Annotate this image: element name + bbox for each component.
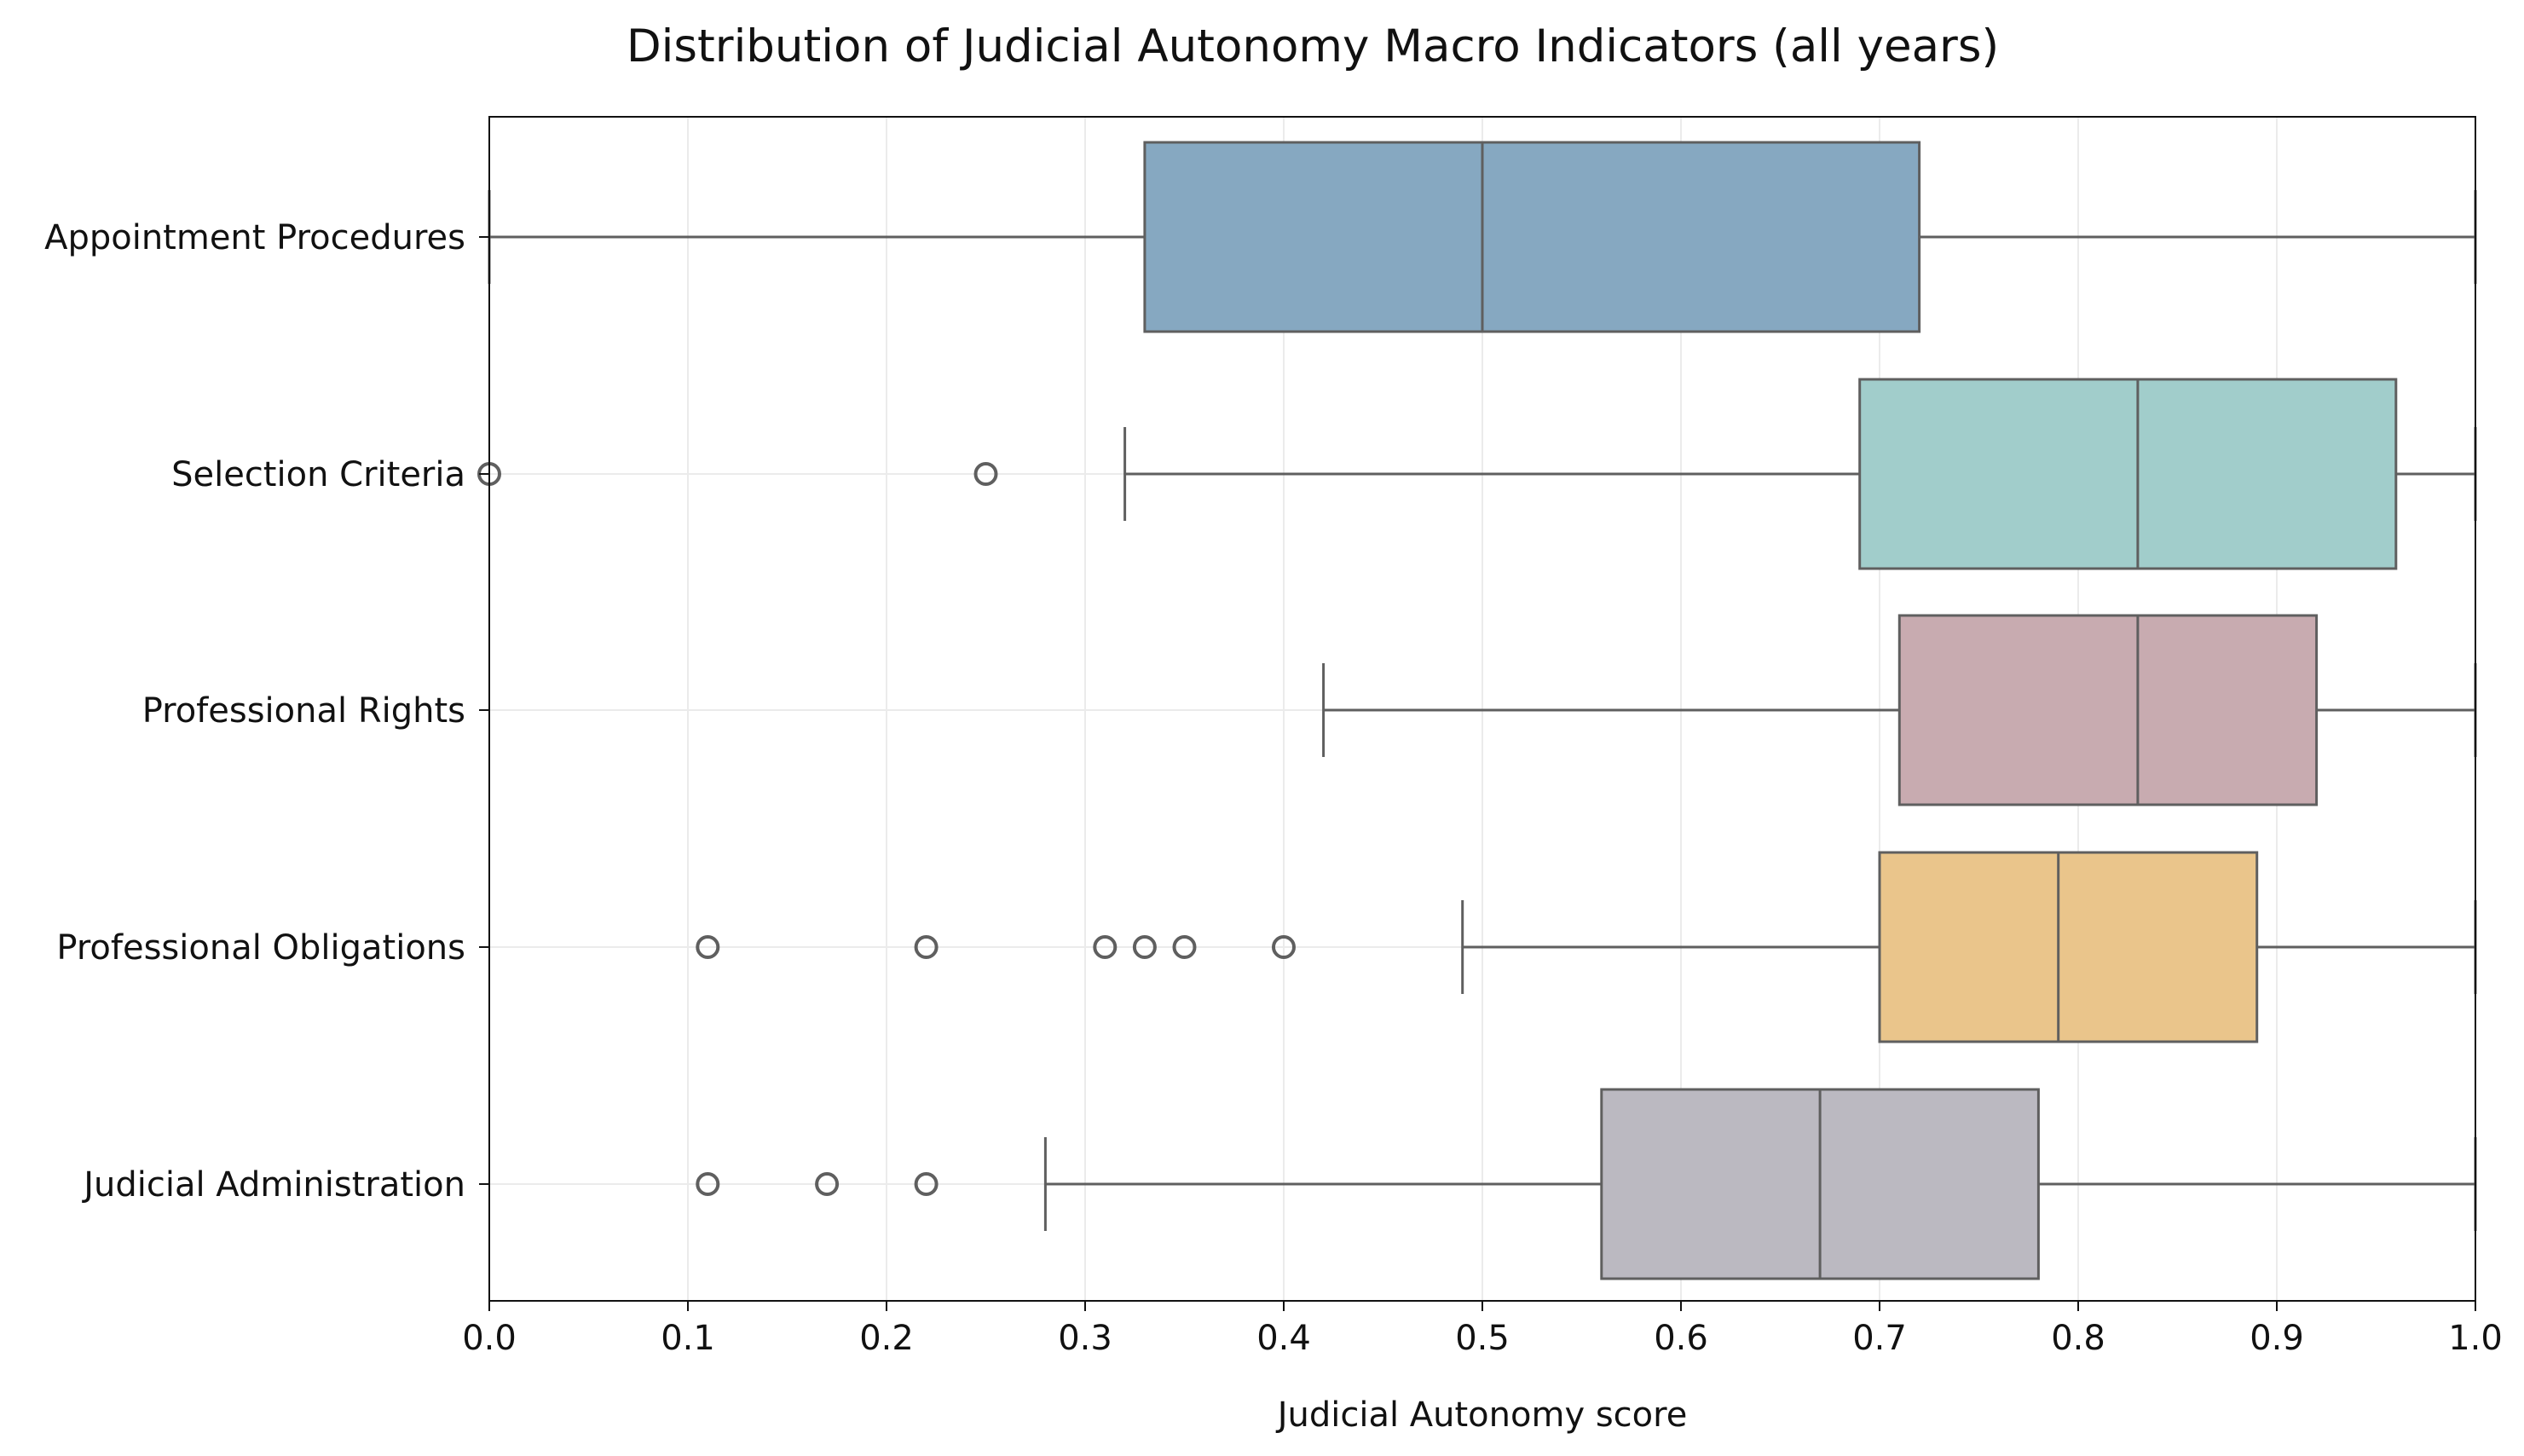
box — [1858, 378, 2398, 570]
box — [1143, 141, 1921, 333]
x-tick-label: 0.6 — [1654, 1319, 1708, 1358]
outlier-point — [1132, 935, 1157, 959]
x-tick-label: 0.1 — [661, 1319, 715, 1358]
x-axis-label: Judicial Autonomy score — [1275, 1395, 1688, 1435]
box-group — [696, 851, 2477, 1043]
boxes-layer — [477, 141, 2477, 1280]
category-label: Judicial Administration — [81, 1165, 465, 1205]
box-group — [488, 141, 2477, 333]
box-group — [1322, 614, 2477, 806]
x-tick-label: 0.8 — [2051, 1319, 2105, 1358]
outlier-point — [1172, 935, 1197, 959]
x-axis: 0.0 0.1 0.2 0.3 0.4 0.5 0.6 0.7 0.8 0.9 1.0 — [462, 1301, 2503, 1358]
outlier-point — [815, 1172, 840, 1196]
x-tick-label: 1.0 — [2448, 1319, 2503, 1358]
box — [1897, 614, 2319, 806]
category-label: Professional Obligations — [56, 928, 465, 968]
outlier-point — [1272, 935, 1296, 959]
outlier-point — [696, 1172, 720, 1196]
outlier-point — [914, 935, 939, 959]
x-tick-label: 0.4 — [1256, 1319, 1311, 1358]
x-tick-label: 0.3 — [1058, 1319, 1112, 1358]
box-group — [696, 1088, 2477, 1280]
x-tick-label: 0.7 — [1852, 1319, 1907, 1358]
outlier-point — [914, 1172, 939, 1196]
x-tick-label: 0.2 — [859, 1319, 914, 1358]
y-axis: Appointment Procedures Selection Criteria… — [44, 218, 489, 1205]
outlier-point — [696, 935, 720, 959]
box-group — [477, 378, 2477, 570]
outlier-point — [1093, 935, 1118, 959]
x-tick-label: 0.9 — [2250, 1319, 2304, 1358]
category-label: Selection Criteria — [171, 455, 465, 494]
box — [1878, 851, 2259, 1043]
category-label: Appointment Procedures — [44, 218, 465, 257]
chart-title: Distribution of Judicial Autonomy Macro … — [627, 20, 1999, 72]
outlier-point — [973, 462, 998, 486]
x-tick-label: 0.0 — [462, 1319, 517, 1358]
x-tick-label: 0.5 — [1455, 1319, 1510, 1358]
category-label: Professional Rights — [142, 691, 465, 731]
